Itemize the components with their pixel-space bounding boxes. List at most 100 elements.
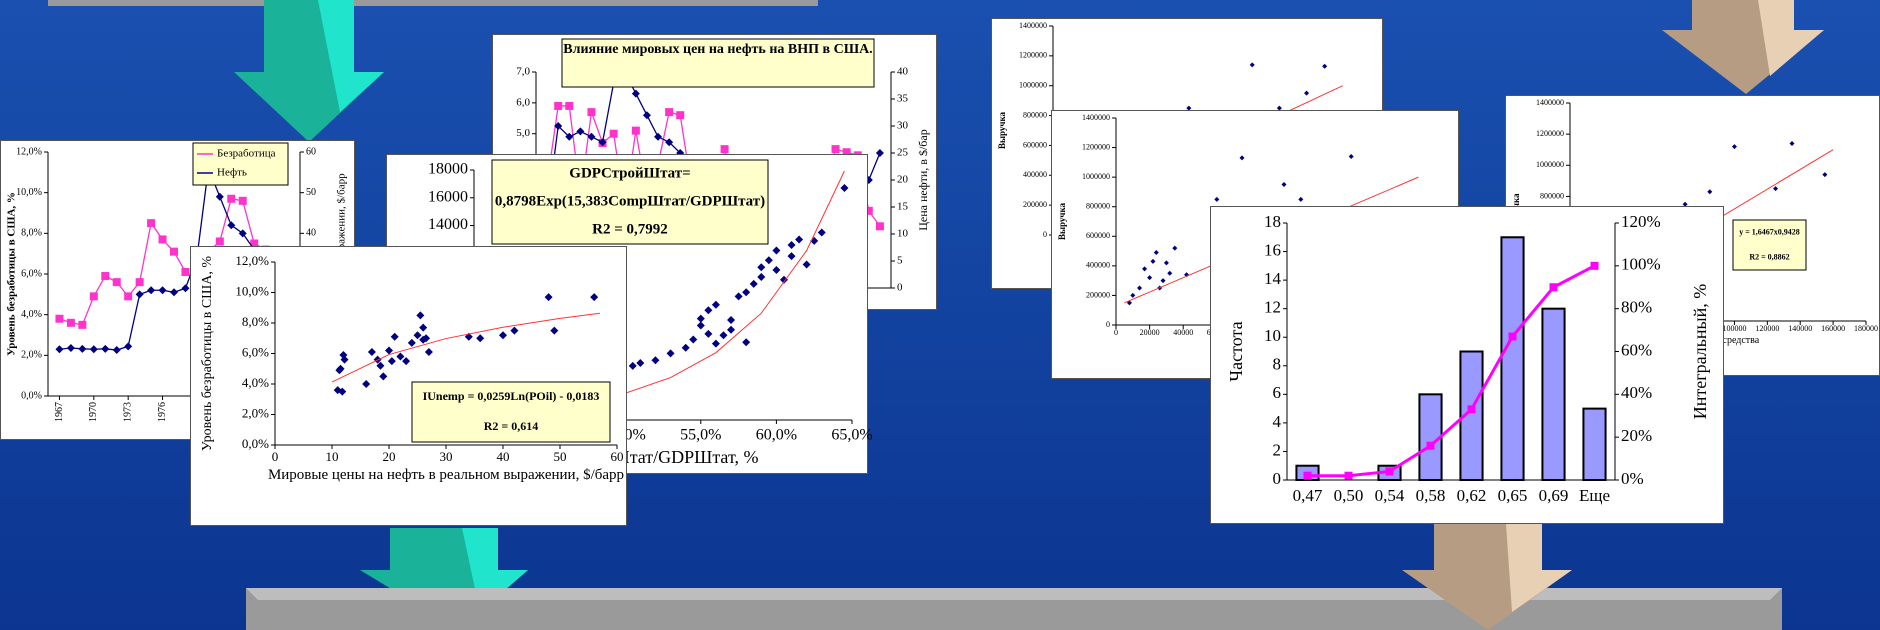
- x-tick-label: 1976: [157, 402, 168, 422]
- point: [689, 335, 698, 344]
- point: [1130, 292, 1136, 298]
- point: [1147, 275, 1153, 281]
- point: [636, 359, 645, 368]
- y2-tick-label: 40: [897, 66, 909, 78]
- point: [407, 338, 416, 347]
- point: [587, 132, 596, 141]
- point: [413, 331, 422, 340]
- point: [1160, 278, 1166, 284]
- point: [587, 108, 596, 117]
- y-tick-label: 1200000: [1019, 51, 1047, 60]
- y-tick-label: 1400000: [1082, 113, 1110, 122]
- point: [101, 344, 110, 353]
- point: [711, 300, 720, 309]
- point: [1508, 332, 1517, 341]
- point: [390, 332, 399, 341]
- legend-label: Нефть: [217, 167, 247, 179]
- y-tick-label: 6,0%: [242, 344, 269, 359]
- chart: 0,0% 2,0% 4,0% 6,0% 8,0% 10,0% 12,0% 0 10 20 30 40 5…: [190, 246, 627, 526]
- x-tick-label: 120000: [1755, 324, 1779, 333]
- point: [565, 132, 574, 141]
- x-tick-label: 10: [326, 449, 339, 464]
- point: [550, 326, 559, 335]
- point: [1153, 250, 1159, 256]
- y-tick-label: 7,0: [516, 66, 530, 78]
- x-tick-label: 180000: [1854, 324, 1878, 333]
- bottom-bar-top: [246, 588, 1782, 600]
- x-tick-label: 65,0%: [831, 427, 872, 444]
- point: [170, 288, 178, 297]
- y2-tick-label: 10: [897, 228, 909, 240]
- point: [651, 356, 660, 365]
- point: [158, 235, 167, 244]
- point: [335, 366, 344, 375]
- x-tick-label: 0,62: [1457, 486, 1487, 505]
- point: [419, 335, 428, 344]
- annotation: 0,8798Exp(15,383CompШтат/GDPШтат): [495, 193, 765, 209]
- series-line: [1307, 264, 1596, 478]
- y2-tick-label: 0: [897, 282, 903, 294]
- point: [628, 361, 637, 370]
- y2-tick-label: 80%: [1621, 298, 1652, 317]
- point: [1172, 245, 1178, 251]
- y-tick-label: 0,0%: [242, 436, 269, 451]
- y-tick-label: 2: [1273, 440, 1282, 459]
- legend: [192, 142, 289, 186]
- y-axis-title: Частота: [1226, 321, 1246, 381]
- point: [757, 272, 766, 281]
- point: [227, 194, 236, 203]
- annotation: y = 1,6467x0,9428: [1739, 227, 1800, 236]
- y-tick-label: 2,0%: [242, 405, 269, 420]
- x-tick-label: 0,47: [1293, 486, 1323, 505]
- top-bar: [48, 0, 818, 6]
- point: [544, 293, 553, 302]
- y-tick-label: 4,0%: [242, 375, 269, 390]
- x-tick-label: 50: [554, 449, 567, 464]
- point: [764, 256, 773, 265]
- point: [1214, 196, 1220, 202]
- point: [1276, 105, 1282, 111]
- point: [147, 219, 156, 228]
- y2-tick-label: 60%: [1621, 340, 1652, 359]
- point: [124, 342, 133, 351]
- y-tick-label: 4,0%: [21, 309, 42, 320]
- y2-tick-label: 20%: [1621, 426, 1652, 445]
- y-tick-label: 800000: [1540, 191, 1564, 200]
- y-tick-label: 12,0%: [16, 146, 42, 157]
- x-tick-label: 100000: [1722, 324, 1746, 333]
- point: [1142, 266, 1148, 272]
- x-tick-label: 30: [440, 449, 453, 464]
- x-tick-label: 40: [497, 449, 510, 464]
- point: [1773, 186, 1779, 192]
- point: [147, 286, 156, 295]
- point: [422, 334, 431, 343]
- point: [727, 325, 736, 334]
- point: [333, 386, 342, 395]
- bar: [1582, 407, 1607, 481]
- y-tick-label: 0: [1106, 320, 1110, 329]
- y-tick-label: 1200000: [1536, 129, 1564, 138]
- annotation: R2 = 0,7992: [592, 221, 668, 237]
- y-tick-label: 4: [1273, 412, 1282, 431]
- point: [1239, 155, 1245, 161]
- arrow-light: [1506, 524, 1572, 612]
- y2-axis-title: Цена нефти, в $/бар: [916, 129, 930, 231]
- x-axis-title-box: Мировые цены на нефть в реальном выражен…: [268, 467, 624, 483]
- x-tick-label: 60,0%: [756, 427, 797, 444]
- point: [642, 111, 651, 120]
- point: [802, 260, 811, 269]
- point: [1682, 201, 1688, 207]
- decoration: [48, 0, 1824, 630]
- y2-tick-label: 40%: [1621, 383, 1652, 402]
- point: [1281, 182, 1287, 188]
- point: [1590, 261, 1599, 270]
- point: [124, 292, 133, 301]
- y-tick-label: 600000: [1023, 140, 1047, 149]
- point: [387, 357, 396, 366]
- point: [631, 126, 640, 135]
- point: [1298, 196, 1304, 202]
- x-tick-label: 140000: [1788, 324, 1812, 333]
- x-tick-label: 160000: [1821, 324, 1845, 333]
- x-tick-label: 0,58: [1416, 486, 1446, 505]
- y-tick-label: 6: [1273, 383, 1282, 402]
